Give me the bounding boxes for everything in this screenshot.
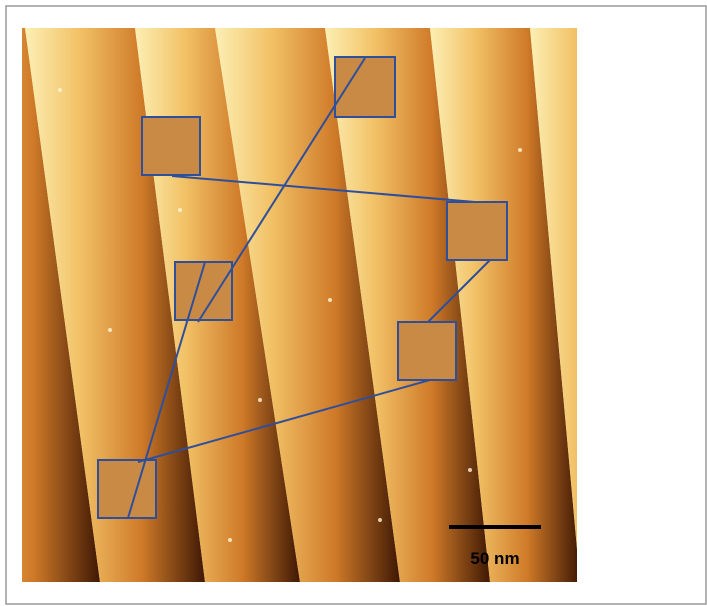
figure: 50 nm [0,0,707,606]
scale-bar-label: 50 nm [470,549,519,568]
